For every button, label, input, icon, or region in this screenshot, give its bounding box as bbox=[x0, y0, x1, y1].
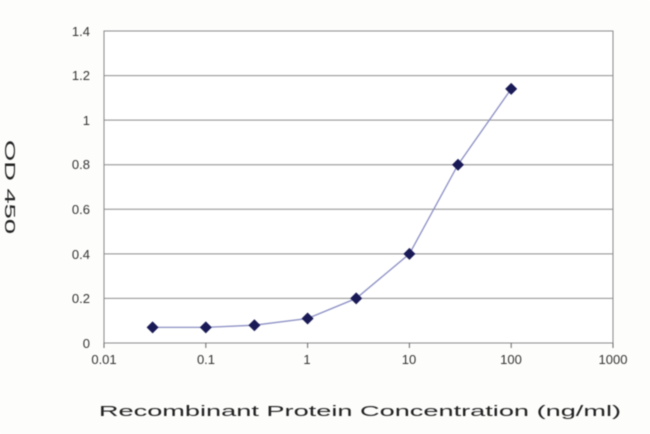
svg-text:OD 450: OD 450 bbox=[2, 140, 18, 234]
